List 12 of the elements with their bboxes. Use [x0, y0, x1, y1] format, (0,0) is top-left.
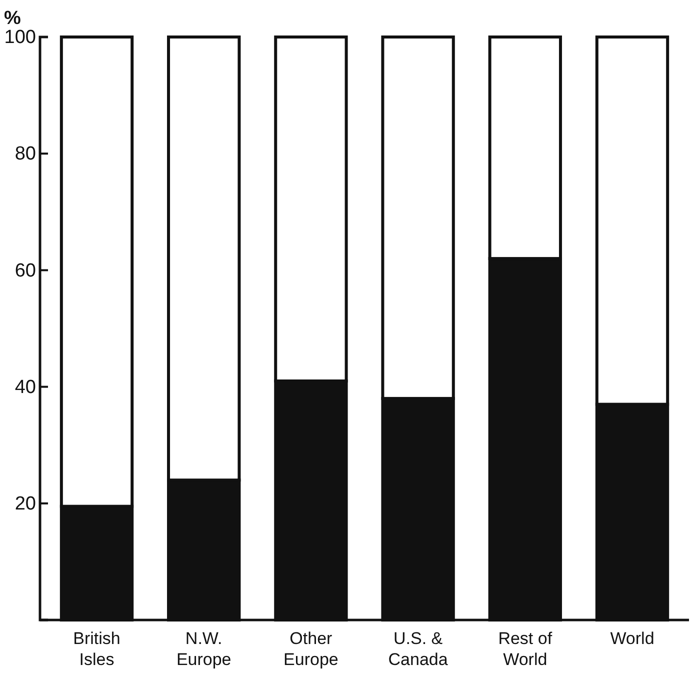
x-tick-label: World — [610, 629, 654, 648]
y-tick-label: 80 — [14, 144, 36, 165]
x-tick-label: British Isles — [73, 629, 120, 669]
y-tick-label: 20 — [14, 493, 36, 514]
y-axis-title: % — [4, 8, 21, 29]
x-tick-label: N.W. Europe — [176, 629, 232, 669]
y-tick-label: 60 — [14, 260, 36, 282]
y-tick-label: 40 — [14, 376, 36, 398]
y-tick-label: 100 — [4, 27, 36, 48]
x-tick-label: Other Europe — [284, 629, 338, 669]
x-tick-label: U.S. & Canada — [388, 629, 448, 669]
x-tick-label: Rest of World — [498, 629, 552, 669]
